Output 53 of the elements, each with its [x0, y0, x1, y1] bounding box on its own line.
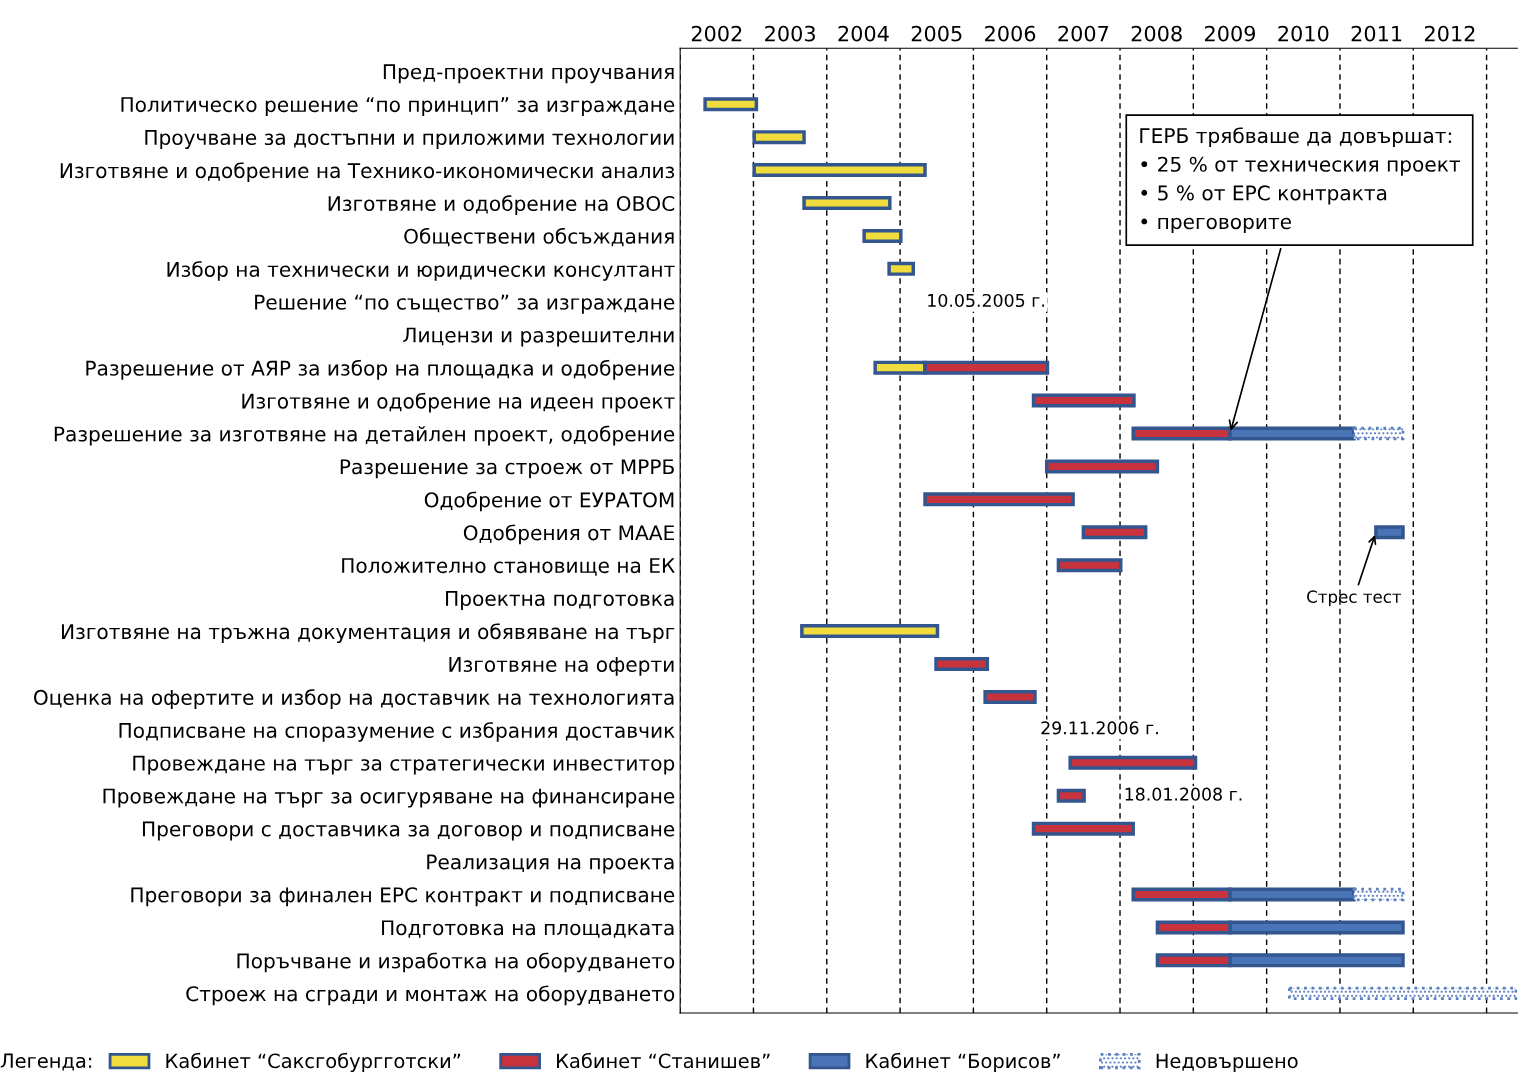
- x-tick-label: 2012: [1424, 25, 1475, 42]
- x-tick-label: 2011: [1351, 25, 1402, 42]
- y-tick-label: Изготвяне на оферти: [449, 656, 674, 676]
- y-tick-label: Одобрение от ЕУРАТОМ: [424, 491, 674, 512]
- y-tick-label: Решение “по същество” за изграждане: [255, 294, 675, 314]
- y-tick-label: Избор на технически и юридически консултант: [167, 261, 675, 281]
- y-tick-label: Пред-проектни проучвания: [383, 64, 674, 84]
- y-tick-label: Реализация на проекта: [427, 854, 674, 874]
- y-tick-label: Изготвяне на тръжна документация и обявяване на търг: [62, 623, 675, 644]
- x-tick-label: 2009: [1205, 25, 1256, 42]
- legend-label: Кабинет “Борисов”: [866, 1052, 1060, 1072]
- legend-title: Легенда:: [0, 1053, 92, 1071]
- legend-label: Кабинет “Саксгобургготски”: [166, 1052, 461, 1072]
- x-tick-label: 2010: [1278, 25, 1329, 42]
- bar: [1287, 986, 1518, 1000]
- y-tick-label: Изготвяне и одобрение на ОВОС: [328, 195, 675, 216]
- y-tick-label: Оценка на офертите и избор на доставчик на технологията: [34, 689, 674, 709]
- x-tick-label: 2005: [911, 25, 962, 42]
- y-tick-label: Положително становище на ЕК: [342, 558, 675, 576]
- y-tick-label: Строеж на сгради и монтаж на оборудването: [186, 985, 675, 1006]
- legend-label: Кабинет “Станишев”: [557, 1052, 770, 1069]
- x-tick-label: 2002: [691, 25, 742, 42]
- y-tick-label: Подписване на споразумение с избрания доставчик: [119, 722, 675, 742]
- y-tick-label: Изготвяне и одобрение на Технико-икономически анализ: [60, 162, 675, 183]
- y-tick-label: Поръчване и изработка на оборудването: [237, 952, 675, 973]
- y-tick-label: Обществени обсъждания: [404, 227, 674, 247]
- x-tick-label: 2003: [765, 25, 815, 42]
- x-tick-label: 2006: [985, 25, 1036, 42]
- y-tick-label: Лицензи и разрешителни: [403, 327, 674, 347]
- annotation: 10.05.2005 г.: [928, 293, 1044, 308]
- y-tick-label: Одобрения от МААЕ: [463, 524, 674, 545]
- annotation: 18.01.2008 г.: [1125, 787, 1242, 801]
- y-tick-label: Проектна подготовка: [446, 591, 674, 610]
- y-tick-label: Разрешение за изготвяне на детайлен проект, одобрение: [54, 425, 675, 446]
- y-tick-label: Преговори с доставчика за договор и подписване: [142, 821, 675, 841]
- y-tick-label: Изготвяне и одобрение на идеен проект: [242, 392, 675, 413]
- y-tick-label: Подготовка на площадката: [382, 920, 674, 938]
- bar: [1352, 426, 1405, 441]
- y-tick-label: Преговори за финален ЕРС контракт и подписване: [131, 887, 675, 907]
- annotation: Стрес тест: [1307, 590, 1402, 607]
- legend-label: Недовършено: [1156, 1053, 1298, 1072]
- y-tick-label: Политическо решение “по принцип” за изграждане: [121, 97, 675, 117]
- x-tick-label: 2007: [1058, 25, 1109, 42]
- x-tick-label: 2004: [838, 25, 889, 42]
- annotation: 29.11.2006 г.: [1041, 721, 1158, 735]
- x-tick-label: 2008: [1131, 25, 1182, 42]
- y-tick-label: Провеждане на търг за осигуряване на финансиране: [103, 788, 675, 808]
- annotation: ГЕРБ трябваше да довършат: • 25 % от техническия проект • 5 % от ЕРС контракта • преговорите: [1140, 127, 1461, 234]
- y-tick-label: Разрешение от АЯР за избор на площадка и одобрение: [86, 359, 675, 380]
- y-tick-label: Провеждане на търг за стратегически инвеститор: [133, 755, 675, 775]
- y-tick-label: Разрешение за строеж от МРРБ: [340, 459, 674, 479]
- bar: [1352, 887, 1405, 902]
- y-tick-label: Проучване за достъпни и приложими технологии: [145, 130, 674, 149]
